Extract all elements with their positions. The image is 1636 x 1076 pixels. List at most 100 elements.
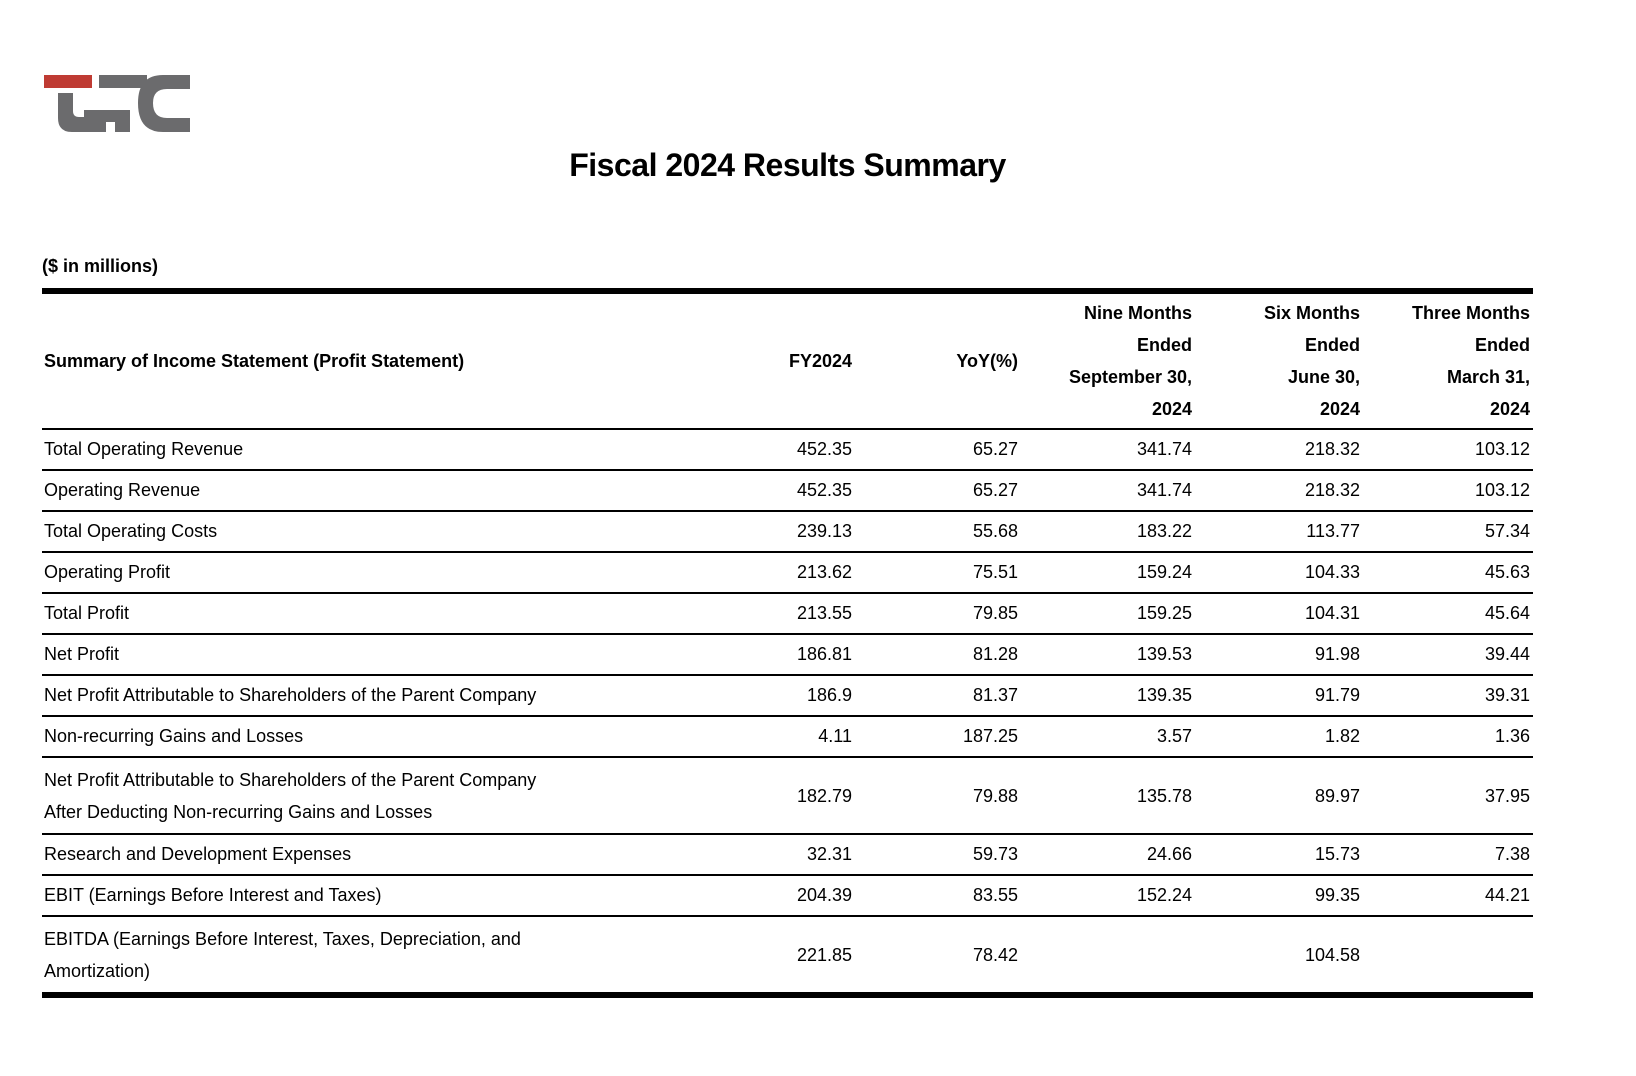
table-row: Total Operating Costs 239.13 55.68 183.22 11… [42, 511, 1533, 553]
cell-value: 45.63 [1363, 552, 1533, 594]
cell-value: 3.57 [1021, 716, 1195, 758]
cell-value: 4.11 [707, 716, 855, 758]
company-logo-icon [44, 75, 190, 132]
cell-value: 32.31 [707, 834, 855, 876]
row-label: EBITDA (Earnings Before Interest, Taxes,… [44, 928, 521, 981]
row-label: Research and Development Expenses [42, 834, 707, 876]
cell-value [1021, 916, 1195, 995]
cell-value: 113.77 [1195, 511, 1363, 553]
cell-value: 91.98 [1195, 634, 1363, 676]
row-label: Net Profit Attributable to Shareholders … [42, 757, 707, 835]
row-label: Operating Profit [42, 552, 707, 594]
row-label: Total Profit [42, 593, 707, 635]
row-label: Net Profit [42, 634, 707, 676]
cell-value: 452.35 [707, 429, 855, 471]
cell-value: 1.36 [1363, 716, 1533, 758]
cell-value: 159.25 [1021, 593, 1195, 635]
cell-value: 452.35 [707, 470, 855, 512]
table-row: Net Profit Attributable to Shareholders … [42, 675, 1533, 717]
cell-value: 81.28 [855, 634, 1021, 676]
row-label: Net Profit Attributable to Shareholders … [42, 675, 707, 717]
table-row: Operating Revenue 452.35 65.27 341.74 218.32… [42, 470, 1533, 512]
cell-value: 7.38 [1363, 834, 1533, 876]
cell-value: 186.81 [707, 634, 855, 676]
row-label: Operating Revenue [42, 470, 707, 512]
cell-value: 186.9 [707, 675, 855, 717]
table-row: Operating Profit 213.62 75.51 159.24 104.33 4… [42, 552, 1533, 594]
cell-value: 341.74 [1021, 470, 1195, 512]
logo-letter-l [58, 93, 106, 132]
cell-value: 204.39 [707, 875, 855, 917]
row-label: Total Operating Costs [42, 511, 707, 553]
cell-value: 65.27 [855, 470, 1021, 512]
table-row: EBITDA (Earnings Before Interest, Taxes,… [42, 916, 1533, 995]
cell-value: 104.33 [1195, 552, 1363, 594]
cell-value: 183.22 [1021, 511, 1195, 553]
cell-value: 104.31 [1195, 593, 1363, 635]
cell-value: 99.35 [1195, 875, 1363, 917]
cell-value: 239.13 [707, 511, 855, 553]
column-header: YoY(%) [855, 291, 1021, 430]
cell-value: 341.74 [1021, 429, 1195, 471]
logo-red-bar [44, 75, 92, 88]
cell-value: 213.62 [707, 552, 855, 594]
cell-value: 104.58 [1304, 944, 1360, 965]
cell-value: 24.66 [1021, 834, 1195, 876]
cell-value: 15.73 [1195, 834, 1363, 876]
units-note: ($ in millions) [42, 256, 159, 276]
cell-value: 37.95 [1363, 757, 1533, 835]
cell-value: 75.51 [855, 552, 1021, 594]
cell-value: 218.32 [1195, 429, 1363, 471]
cell-value: 65.27 [855, 429, 1021, 471]
cell-value: 89.97 [1195, 757, 1363, 835]
cell-value: 221.85 [796, 944, 852, 965]
cell-value: 1.82 [1195, 716, 1363, 758]
logo-letter-c [138, 75, 190, 132]
cell-value: 39.31 [1363, 675, 1533, 717]
cell-value: 79.88 [855, 757, 1021, 835]
cell-value: 57.34 [1363, 511, 1533, 553]
table-row: Total Operating Revenue 452.35 65.27 341.74… [42, 429, 1533, 471]
cell-value: 213.55 [707, 593, 855, 635]
row-label: EBIT (Earnings Before Interest and Taxes… [42, 875, 707, 917]
cell-value: 103.12 [1363, 429, 1533, 471]
cell-value: 83.55 [855, 875, 1021, 917]
cell-value: 91.79 [1195, 675, 1363, 717]
cell-value: 81.37 [855, 675, 1021, 717]
cell-value: 218.32 [1195, 470, 1363, 512]
table-row: Net Profit Attributable to Shareholders … [42, 757, 1533, 835]
row-label: Non-recurring Gains and Losses [42, 716, 707, 758]
logo-letter-f-body [84, 110, 130, 132]
cell-value: 59.73 [855, 834, 1021, 876]
table-row: EBIT (Earnings Before Interest and Taxes… [42, 875, 1533, 917]
cell-value [1363, 916, 1533, 995]
column-header: Six Months Ended June 30, 2024 [1195, 291, 1363, 430]
cell-value: 55.68 [855, 511, 1021, 553]
column-header: Nine Months Ended September 30, 2024 [1021, 291, 1195, 430]
page-title: Fiscal 2024 Results Summary [569, 147, 1006, 183]
row-label: Total Operating Revenue [42, 429, 707, 471]
cell-value: 139.53 [1021, 634, 1195, 676]
table-body: Total Operating Revenue 452.35 65.27 341.74… [42, 429, 1533, 995]
cell-value: 135.78 [1021, 757, 1195, 835]
table-row: Research and Development Expenses 32.31 59… [42, 834, 1533, 876]
table-row: Total Profit 213.55 79.85 159.25 104.31 45.64 [42, 593, 1533, 635]
cell-value: 152.24 [1021, 875, 1195, 917]
cell-value: 187.25 [855, 716, 1021, 758]
cell-value: 79.85 [855, 593, 1021, 635]
cell-value: 159.24 [1021, 552, 1195, 594]
results-table: Summary of Income Statement (Profit Stat… [42, 288, 1533, 998]
logo-letter-f-top [99, 75, 147, 88]
table-row: Net Profit 186.81 81.28 139.53 91.98 39.44 [42, 634, 1533, 676]
cell-value: 44.21 [1363, 875, 1533, 917]
column-header: FY2024 [707, 291, 855, 430]
column-header: Summary of Income Statement (Profit Stat… [42, 291, 707, 430]
table-row: Non-recurring Gains and Losses 4.11 187.25… [42, 716, 1533, 758]
cell-value: 45.64 [1363, 593, 1533, 635]
cell-value: 78.42 [972, 944, 1018, 965]
cell-value: 182.79 [707, 757, 855, 835]
table-header-row: Summary of Income Statement (Profit Stat… [42, 291, 1533, 430]
cell-value: 103.12 [1363, 470, 1533, 512]
column-header: Three Months Ended March 31, 2024 [1363, 291, 1533, 430]
cell-value: 139.35 [1021, 675, 1195, 717]
